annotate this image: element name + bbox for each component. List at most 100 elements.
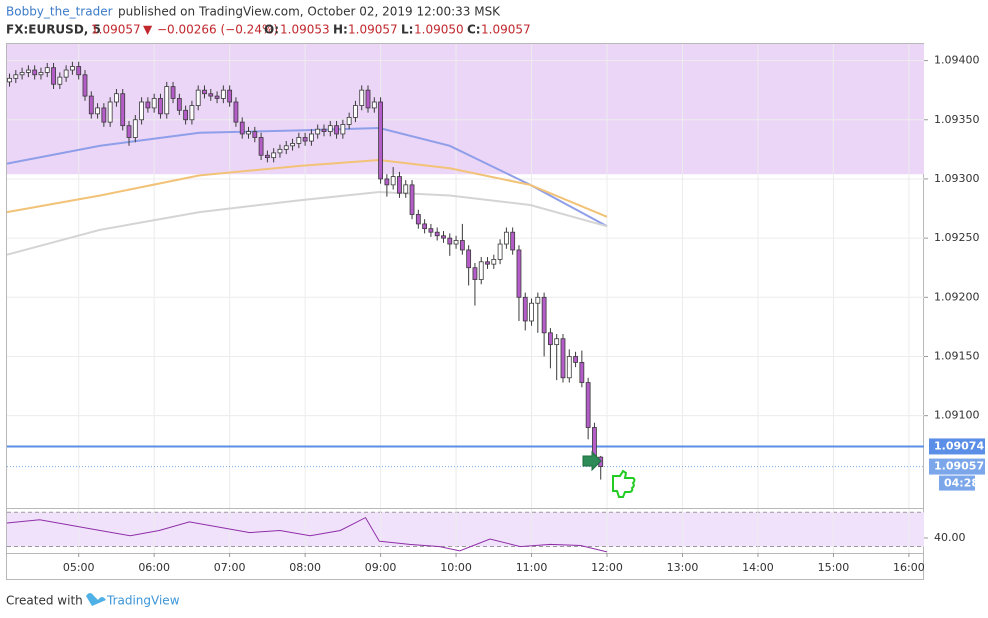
candle-body xyxy=(158,98,163,115)
candle-body xyxy=(302,137,308,142)
candle-body xyxy=(459,240,465,251)
published: published on TradingView.com, October 02… xyxy=(118,5,501,19)
moving-average xyxy=(6,190,608,256)
candle-body xyxy=(334,125,339,135)
x-tick-label: 12:00 xyxy=(591,561,623,574)
candle-body xyxy=(359,89,365,106)
candle-body xyxy=(415,214,421,225)
candle-body xyxy=(560,338,566,379)
candle-body xyxy=(365,89,371,109)
candle-body xyxy=(126,125,132,138)
candle-body xyxy=(227,89,233,103)
candle-body xyxy=(491,259,497,265)
change: −0.00266 (−0.24%) xyxy=(157,23,278,37)
candle-body xyxy=(25,69,31,73)
candle-body xyxy=(573,356,578,363)
footer-brand[interactable]: TradingView xyxy=(106,594,180,608)
candle-body xyxy=(202,89,207,95)
y-tick-label: 1.09400 xyxy=(934,54,980,67)
candle-body xyxy=(32,69,38,76)
candle-body xyxy=(516,249,522,298)
candle-body xyxy=(503,231,509,245)
candle-body xyxy=(485,261,490,265)
candle-body xyxy=(208,93,214,97)
moving-average xyxy=(6,126,608,228)
candle-body xyxy=(63,69,69,78)
l-value: 1.09050 xyxy=(414,23,464,37)
candle-body xyxy=(510,231,516,251)
candle-body xyxy=(183,109,189,121)
candle-body xyxy=(88,95,94,115)
price: 1.09057 xyxy=(91,23,141,37)
candle-body xyxy=(535,296,541,304)
candle-body xyxy=(296,137,302,144)
candle-body xyxy=(529,302,534,322)
candle-body xyxy=(315,128,321,135)
candle-body xyxy=(397,176,402,194)
candle-body xyxy=(252,131,258,138)
rsi-y-tick-label: 40.00 xyxy=(934,531,966,544)
candle-body xyxy=(290,143,295,147)
candle-body xyxy=(38,72,44,76)
last-price-box xyxy=(929,458,985,475)
candle-body xyxy=(541,296,547,334)
candle-body xyxy=(239,121,245,135)
candle-body xyxy=(321,128,327,132)
c-label: C: xyxy=(467,23,481,37)
candle-body xyxy=(403,184,409,194)
candle-body xyxy=(277,148,283,154)
x-tick-label: 13:00 xyxy=(667,561,699,574)
author[interactable]: Bobby_the_trader xyxy=(6,5,113,19)
l-label: L: xyxy=(401,23,413,37)
level-price-box xyxy=(929,438,985,455)
candle-body xyxy=(82,74,88,97)
candle-body xyxy=(428,228,434,233)
candle-body xyxy=(19,72,25,76)
h-value: 1.09057 xyxy=(348,23,398,37)
candle-body xyxy=(522,296,528,322)
candle-body xyxy=(309,133,314,142)
candle-body xyxy=(13,74,19,79)
candle-body xyxy=(57,76,63,85)
candle-body xyxy=(566,356,572,379)
candle-body xyxy=(384,178,390,186)
level-price-label: 1.09074 xyxy=(934,439,984,452)
header: Bobby_the_trader published on TradingVie… xyxy=(6,5,531,37)
candle-body xyxy=(447,237,453,245)
candle-body xyxy=(101,107,107,123)
candle-body xyxy=(585,382,591,428)
candle-body xyxy=(7,77,12,83)
candle-body xyxy=(107,101,113,123)
candle-body xyxy=(327,125,333,132)
candle-body xyxy=(340,124,346,135)
thumb-down-icon xyxy=(612,469,636,498)
x-tick-label: 14:00 xyxy=(742,561,774,574)
footer-created: Created with xyxy=(6,594,83,608)
y-tick-label: 1.09100 xyxy=(934,409,980,422)
candle-body xyxy=(145,101,151,109)
candle-body xyxy=(195,89,201,106)
countdown-box xyxy=(939,475,975,491)
candle-body xyxy=(478,261,484,280)
candle-body xyxy=(114,93,119,103)
candle-body xyxy=(409,184,415,215)
last-price-label: 1.09057 xyxy=(934,460,984,473)
candle-body xyxy=(132,119,138,138)
candle-body xyxy=(176,98,182,111)
arrow: ▼ xyxy=(143,23,153,37)
x-tick-label: 10:00 xyxy=(440,561,472,574)
y-tick-label: 1.09250 xyxy=(934,231,980,244)
x-tick-label: 15:00 xyxy=(818,561,850,574)
candle-body xyxy=(164,86,170,115)
candle-body xyxy=(466,249,472,269)
candle-body xyxy=(548,332,553,346)
candle-body xyxy=(258,137,264,156)
rsi-band xyxy=(7,512,924,547)
y-tick-label: 1.09300 xyxy=(934,172,980,185)
candle-body xyxy=(453,240,459,245)
candle-body xyxy=(378,101,383,180)
candle-body xyxy=(422,223,428,230)
c-value: 1.09057 xyxy=(481,23,531,37)
candle-body xyxy=(95,107,100,115)
candle-body xyxy=(271,152,277,159)
